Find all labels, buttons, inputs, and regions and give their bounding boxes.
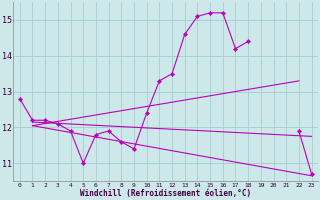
X-axis label: Windchill (Refroidissement éolien,°C): Windchill (Refroidissement éolien,°C): [80, 189, 251, 198]
